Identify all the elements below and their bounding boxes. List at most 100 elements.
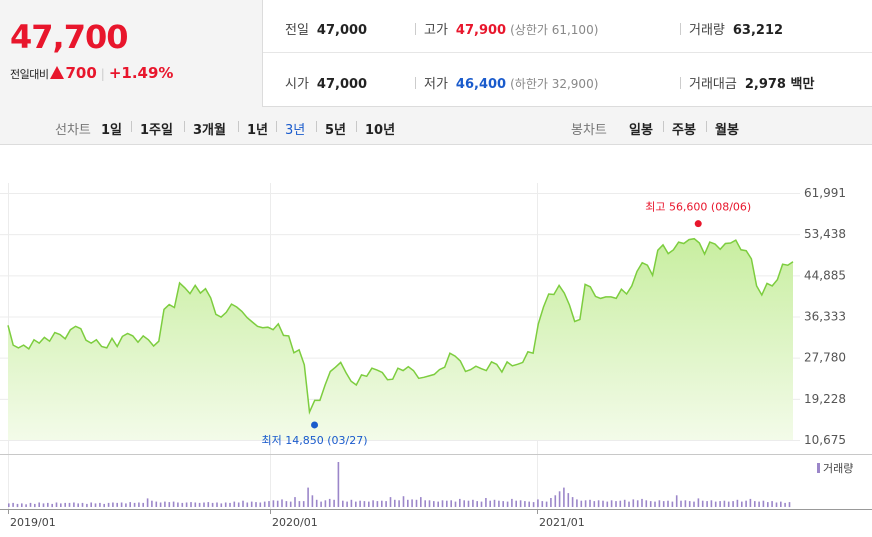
open-value: 47,000 (316, 77, 368, 92)
volume-bar (181, 502, 184, 507)
upper-limit-note: (상한가 61,100) (510, 23, 599, 37)
volume-bar (263, 501, 266, 507)
divider (415, 77, 416, 89)
low-annotation: 최저 14,850 (03/27) (262, 434, 368, 447)
tab-1week[interactable]: 1주일 (140, 123, 173, 138)
volume-bar (780, 501, 782, 507)
volume-bar (623, 499, 626, 507)
volume-bar (133, 502, 136, 507)
y-tick-label: 53,438 (804, 227, 846, 241)
volume-bar (38, 502, 40, 507)
volume-bar (81, 502, 84, 507)
volume-bar (437, 501, 439, 507)
volume-bar (73, 502, 75, 507)
volume-value: 63,212 (732, 23, 784, 38)
y-tick-label: 61,991 (804, 186, 846, 200)
y-tick-label: 36,333 (804, 310, 846, 324)
volume-bar (51, 503, 53, 508)
volume-bar (580, 500, 583, 507)
price-chart[interactable]: 61,991 53,438 44,885 36,333 27,780 19,228 10,6… (0, 145, 872, 537)
volume-bar (281, 499, 283, 508)
volume-bar (99, 502, 101, 507)
tab-monthly[interactable]: 월봉 (715, 123, 739, 138)
volume-bar (606, 501, 609, 507)
volume-bar (415, 499, 418, 507)
volume-bar (727, 501, 730, 507)
volume-bar (550, 498, 552, 507)
volume-bar (34, 503, 36, 508)
volume-bar (268, 501, 270, 507)
volume-bar (146, 498, 149, 507)
volume-bar (446, 500, 448, 507)
volume-bar (68, 502, 71, 507)
tab-10year[interactable]: 10년 (365, 123, 396, 138)
volume-bar (242, 500, 244, 507)
tab-1day[interactable]: 1일 (101, 123, 123, 138)
volume-bars (8, 462, 791, 508)
divider: | (100, 67, 105, 81)
volume-bar (350, 499, 353, 507)
volume-bar (558, 491, 561, 507)
volume-bar (476, 501, 478, 507)
volume-bar (116, 502, 118, 507)
volume-bar (528, 501, 530, 507)
volume-bar (680, 500, 682, 507)
change-line: 전일대비 700 | +1.49% (10, 64, 173, 82)
tab-5year[interactable]: 5년 (325, 123, 347, 138)
divider (316, 121, 317, 132)
up-triangle-icon (50, 66, 65, 79)
volume-bar (359, 500, 361, 507)
volume-bar (250, 501, 253, 507)
volume-bar (398, 500, 400, 508)
volume-bar (246, 502, 249, 507)
volume-bar (506, 501, 509, 507)
volume-bar (424, 500, 426, 508)
volume-bar (467, 500, 470, 507)
volume-bar (710, 500, 713, 508)
volume-bar (723, 500, 726, 507)
current-price: 47,700 (10, 18, 128, 56)
volume-bar (112, 502, 114, 507)
volume-bar (463, 500, 465, 508)
volume-bar (754, 501, 756, 507)
volume-bar (177, 502, 179, 507)
low-value: 46,400 (455, 77, 507, 92)
volume-bar (255, 502, 257, 508)
divider (276, 121, 277, 132)
volume-bar (155, 501, 158, 507)
volume-bar (480, 501, 483, 507)
tab-weekly[interactable]: 주봉 (672, 123, 696, 138)
tab-3year[interactable]: 3년 (285, 123, 306, 138)
prev-close-value: 47,000 (316, 23, 368, 38)
volume-bar (233, 501, 236, 507)
volume-bar (94, 503, 97, 507)
volume-bar (125, 503, 127, 507)
volume-bar (701, 500, 704, 507)
volume-bar (454, 501, 457, 507)
volume-bar (302, 501, 305, 507)
volume-bar (736, 499, 739, 507)
volume-bar (619, 500, 622, 507)
volume-bar (363, 501, 366, 507)
price-stats: 전일 47,000 고가 47,900 (상한가 61,100) 거래량 63,212 … (263, 0, 872, 107)
volume-bar (315, 499, 318, 507)
change-label: 전일대비 (10, 68, 49, 81)
tab-1year[interactable]: 1년 (247, 123, 269, 138)
volume-bar (216, 502, 218, 507)
open-price: 시가 47,000 (285, 73, 367, 92)
volume-bar (159, 502, 162, 507)
volume-bar (662, 501, 665, 507)
volume-bar (645, 500, 648, 508)
volume-bar (545, 501, 548, 507)
divider (356, 121, 357, 132)
volume-bar (42, 503, 45, 507)
volume-bar (64, 502, 66, 507)
volume-bar (511, 498, 513, 507)
volume-bar (567, 493, 570, 507)
volume-bar (47, 502, 49, 507)
tab-daily[interactable]: 일봉 (629, 123, 653, 138)
volume-bar (389, 497, 392, 507)
volume-bar (649, 501, 652, 507)
volume-bar (16, 503, 19, 508)
tab-3month[interactable]: 3개월 (193, 123, 226, 138)
